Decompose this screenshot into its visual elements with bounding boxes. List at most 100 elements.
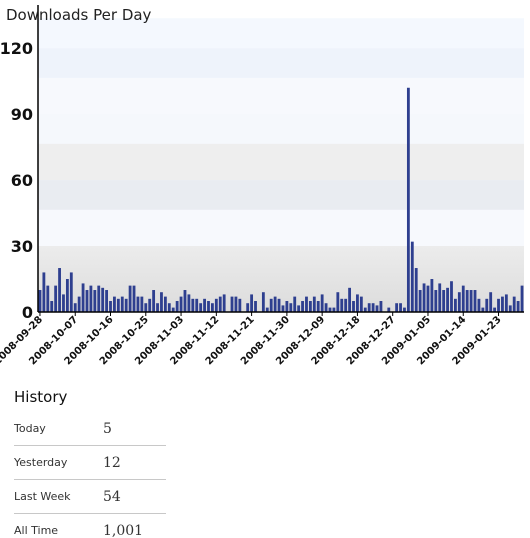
- bar: [461, 285, 465, 312]
- bar: [187, 294, 191, 312]
- history-value: 12: [103, 454, 121, 471]
- bar: [46, 285, 50, 312]
- bar: [375, 305, 379, 312]
- bar: [214, 298, 218, 312]
- bar: [430, 279, 434, 312]
- bar: [367, 303, 371, 312]
- bar: [305, 296, 308, 312]
- bar: [395, 303, 399, 312]
- bar: [89, 285, 93, 312]
- bar: [58, 268, 61, 312]
- bar: [105, 290, 108, 312]
- bar: [504, 294, 508, 312]
- bar: [124, 298, 128, 312]
- history-title: History: [14, 388, 68, 406]
- bar: [195, 298, 199, 312]
- bar: [54, 285, 58, 312]
- bar: [457, 292, 461, 312]
- bar: [516, 301, 520, 312]
- bar: [320, 294, 324, 312]
- bar: [230, 296, 234, 312]
- bar: [38, 290, 42, 312]
- y-tick-label: 120: [0, 39, 33, 58]
- bar: [454, 298, 457, 312]
- downloads-chart: 0 30 60 90 120 2008-09-282008-10-072008-10-1…: [0, 5, 524, 367]
- bar: [308, 301, 312, 312]
- bar: [218, 296, 222, 312]
- bar: [508, 305, 512, 312]
- bar: [254, 301, 257, 312]
- history-label: Today: [14, 422, 46, 435]
- bar: [344, 298, 348, 312]
- bar: [485, 298, 489, 312]
- bar: [269, 298, 273, 312]
- bar: [109, 301, 112, 312]
- bar: [179, 296, 183, 312]
- y-tick-label: 30: [11, 237, 33, 256]
- history-label: Yesterday: [14, 456, 68, 469]
- bar: [450, 281, 453, 312]
- bar: [446, 287, 449, 312]
- bar: [65, 279, 69, 312]
- bar: [81, 283, 85, 312]
- bar: [379, 301, 383, 312]
- bar: [97, 285, 101, 312]
- bar: [285, 301, 289, 312]
- bar: [69, 272, 73, 312]
- history-row-all-time: All Time 1,001: [14, 514, 166, 538]
- bar: [148, 298, 152, 312]
- bar: [171, 307, 175, 312]
- history-value: 1,001: [103, 522, 144, 538]
- bar: [465, 290, 469, 312]
- bar: [273, 296, 277, 312]
- y-tick-labels: 0 30 60 90 120: [0, 39, 33, 322]
- x-tick-labels: 2008-09-282008-10-072008-10-162008-10-25…: [0, 312, 504, 367]
- bar: [42, 272, 46, 312]
- y-tick-label: 90: [11, 105, 33, 124]
- bar: [406, 87, 410, 312]
- chart-axes: [37, 5, 524, 313]
- bar: [250, 294, 254, 312]
- bar: [144, 303, 148, 312]
- bar: [265, 307, 269, 312]
- bar: [207, 301, 210, 312]
- bar: [512, 296, 516, 312]
- bar: [203, 298, 206, 312]
- bar: [324, 303, 328, 312]
- bar: [348, 287, 351, 312]
- bar: [414, 268, 418, 312]
- bar: [477, 298, 481, 312]
- bar: [403, 307, 406, 312]
- chart-band-top: [38, 18, 524, 49]
- chart-bars: [38, 87, 524, 312]
- history-value: 5: [103, 420, 112, 437]
- bar: [434, 290, 438, 312]
- bar: [116, 298, 120, 312]
- chart-band-tint: [38, 114, 524, 144]
- bar: [438, 283, 442, 312]
- bar: [238, 298, 242, 312]
- bar: [132, 285, 136, 312]
- bar: [156, 303, 159, 312]
- bar: [501, 296, 504, 312]
- bar: [101, 287, 105, 312]
- bar: [399, 303, 402, 312]
- bar: [167, 303, 171, 312]
- bar: [85, 290, 89, 312]
- bar: [356, 294, 359, 312]
- chart-band-tint: [38, 180, 524, 210]
- bar: [199, 303, 203, 312]
- bar: [191, 298, 195, 312]
- y-tick-label: 0: [22, 303, 33, 322]
- bar: [422, 283, 426, 312]
- bar: [160, 292, 163, 312]
- bar: [301, 301, 304, 312]
- bar: [363, 307, 367, 312]
- bar: [175, 301, 179, 312]
- bar: [289, 303, 293, 312]
- bar: [316, 301, 320, 312]
- bar: [140, 296, 144, 312]
- bar: [418, 290, 422, 312]
- bar: [340, 298, 344, 312]
